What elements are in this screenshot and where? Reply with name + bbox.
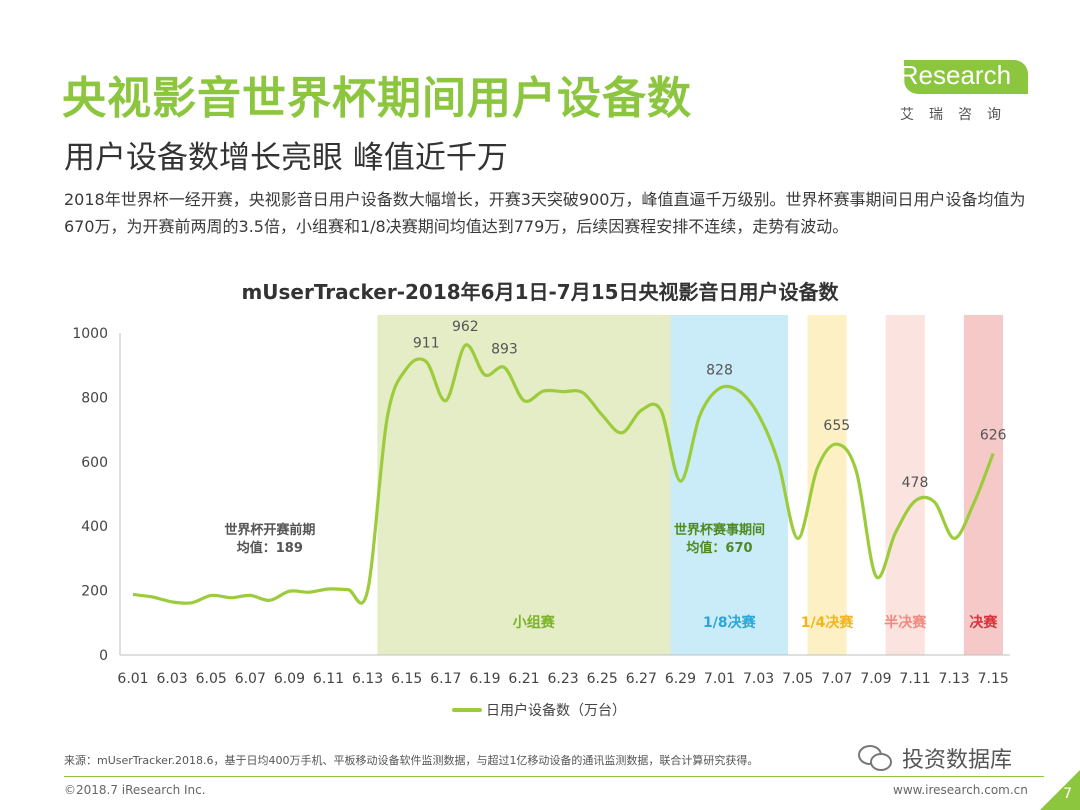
x-tick-label-0: 6.01 (117, 671, 148, 687)
annotation-0-line-0: 世界杯开赛前期 (224, 522, 315, 538)
footer-divider (64, 776, 1044, 777)
data-label-3: 828 (706, 362, 733, 378)
legend-label: 日用户设备数（万台） (486, 703, 626, 719)
watermark: 投资数据库 (858, 742, 1013, 774)
x-tick-label-15: 7.01 (704, 671, 735, 687)
x-tick-label-21: 7.13 (939, 671, 970, 687)
x-tick-label-1: 6.03 (157, 671, 188, 687)
chart-title: mUserTracker-2018年6月1日-7月15日央视影音日用户设备数 (241, 280, 839, 304)
phase-label-3: 半决赛 (884, 614, 927, 631)
x-tick-label-3: 6.07 (235, 671, 266, 687)
x-tick-label-13: 6.27 (626, 671, 657, 687)
phase-label-4: 决赛 (969, 614, 998, 631)
x-tick-label-12: 6.25 (587, 671, 618, 687)
slide-description: 2018年世界杯一经开赛，央视影音日用户设备数大幅增长，开赛3天突破900万，峰… (64, 190, 1026, 236)
y-tick-label-1: 200 (81, 584, 108, 600)
annotation-0-line-1: 均值：189 (237, 540, 303, 556)
website-link[interactable]: www.iresearch.com.cn (893, 783, 1028, 797)
x-tick-label-11: 6.23 (548, 671, 579, 687)
logo-brand: iResearch (894, 60, 1012, 90)
annotation-1-line-0: 世界杯赛事期间 (674, 522, 765, 538)
legend-swatch (452, 708, 482, 712)
data-label-6: 626 (980, 427, 1007, 443)
phase-band-0 (377, 315, 691, 655)
phase-band-3 (885, 315, 925, 655)
wechat-icon (858, 745, 892, 771)
x-tick-label-5: 6.11 (313, 671, 344, 687)
annotation-1-line-1: 均值：670 (686, 540, 752, 556)
x-tick-label-9: 6.19 (469, 671, 500, 687)
data-label-5: 478 (902, 475, 929, 491)
x-tick-label-20: 7.11 (899, 671, 930, 687)
x-tick-label-2: 6.05 (196, 671, 227, 687)
x-tick-label-17: 7.05 (782, 671, 813, 687)
x-tick-label-14: 6.29 (665, 671, 696, 687)
y-tick-label-4: 800 (81, 390, 108, 406)
x-tick-label-4: 6.09 (274, 671, 305, 687)
x-tick-label-18: 7.07 (821, 671, 852, 687)
phase-label-2: 1/4决赛 (801, 614, 855, 631)
phase-label-0: 小组赛 (513, 614, 556, 631)
data-label-2: 893 (491, 341, 518, 357)
logo-badge (904, 60, 1028, 94)
x-tick-label-19: 7.09 (860, 671, 891, 687)
data-label-0: 911 (413, 336, 440, 352)
slide-title: 央视影音世界杯期间用户设备数 (62, 73, 692, 124)
phase-band-4 (963, 315, 1003, 655)
y-tick-label-3: 600 (81, 455, 108, 471)
logo-chinese: 艾瑞咨询 (900, 107, 1016, 123)
y-tick-label-2: 400 (81, 519, 108, 535)
x-tick-label-16: 7.03 (743, 671, 774, 687)
data-label-1: 962 (452, 319, 479, 335)
x-tick-label-10: 6.21 (508, 671, 539, 687)
slide-subtitle: 用户设备数增长亮眼 峰值近千万 (64, 140, 508, 176)
copyright: ©2018.7 iResearch Inc. (64, 783, 206, 797)
phase-band-1 (670, 315, 788, 655)
source-note: 来源：mUserTracker.2018.6，基于日均400万手机、平板移动设备… (64, 754, 759, 767)
x-tick-label-8: 6.17 (430, 671, 461, 687)
x-tick-label-6: 6.13 (352, 671, 383, 687)
watermark-text: 投资数据库 (902, 748, 1013, 773)
iresearch-logo: iResearch 艾瑞咨询 (892, 58, 1032, 128)
data-label-4: 655 (823, 418, 850, 434)
phase-label-1: 1/8决赛 (703, 614, 757, 631)
x-tick-label-7: 6.15 (391, 671, 422, 687)
x-tick-label-22: 7.15 (978, 671, 1009, 687)
chart-legend: 日用户设备数（万台） (452, 700, 626, 720)
y-tick-label-0: 0 (99, 648, 108, 664)
y-tick-label-5: 1000 (72, 326, 108, 342)
page-number: 7 (1063, 786, 1072, 802)
